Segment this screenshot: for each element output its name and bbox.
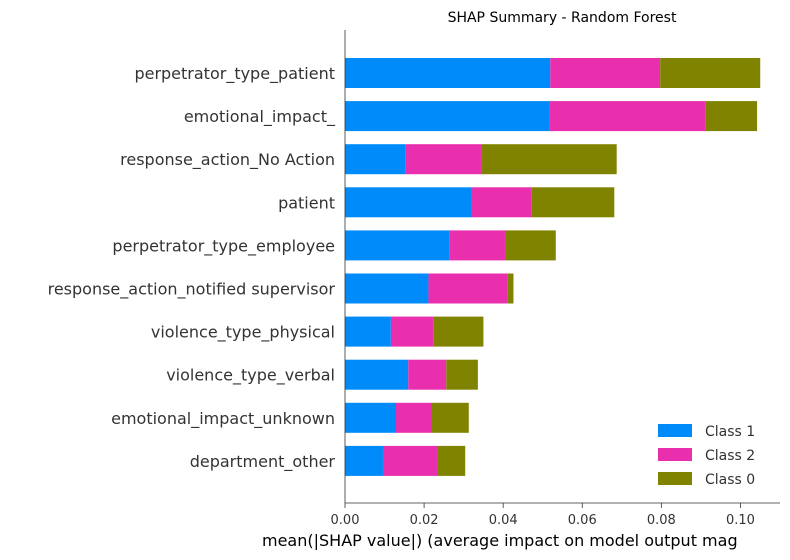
bar-0-9 <box>345 445 383 476</box>
bar-0-8 <box>345 402 397 433</box>
bar-2-0 <box>660 58 761 88</box>
legend-label: Class 1 <box>705 424 755 440</box>
feature-label: response_action_No Action <box>120 150 335 170</box>
bar-2-8 <box>432 402 469 433</box>
bar-0-5 <box>345 273 429 304</box>
bar-2-3 <box>531 187 615 218</box>
x-tick-label: 0.02 <box>410 513 439 528</box>
feature-label: emotional_impact_unknown <box>111 409 335 429</box>
chart-title: SHAP Summary - Random Forest <box>448 10 677 26</box>
legend-label: Class 0 <box>705 472 755 488</box>
bars-layer <box>345 58 761 476</box>
feature-label: response_action_notified supervisor <box>48 280 336 300</box>
bar-1-9 <box>382 445 438 476</box>
feature-label: department_other <box>190 452 336 472</box>
x-tick-label: 0.08 <box>647 513 676 528</box>
legend-swatch <box>658 448 692 461</box>
feature-label: perpetrator_type_employee <box>112 236 335 256</box>
legend-label: Class 2 <box>705 448 755 464</box>
bar-2-1 <box>705 101 758 132</box>
x-tick-label: 0.06 <box>568 513 597 528</box>
feature-label: violence_type_physical <box>151 323 335 343</box>
bar-2-5 <box>507 273 514 304</box>
bar-1-4 <box>449 230 506 261</box>
x-tick-label: 0.00 <box>331 513 360 528</box>
bar-1-3 <box>471 187 532 218</box>
bar-1-8 <box>396 402 432 433</box>
x-axis-label: mean(|SHAP value|) (average impact on mo… <box>262 531 738 550</box>
bar-1-7 <box>408 359 447 390</box>
bar-0-7 <box>345 359 409 390</box>
bar-1-2 <box>405 144 482 175</box>
bar-2-6 <box>433 316 484 347</box>
x-tick-label: 0.10 <box>726 513 755 528</box>
bar-0-0 <box>345 58 551 88</box>
x-tick-label: 0.04 <box>489 513 518 528</box>
legend-swatch <box>658 472 692 485</box>
legend: Class 1 Class 2 Class 0 <box>658 424 755 488</box>
feature-label: violence_type_verbal <box>166 366 335 386</box>
feature-labels: perpetrator_type_patient emotional_impact… <box>48 64 336 472</box>
bar-1-0 <box>550 58 661 88</box>
bar-2-4 <box>505 230 556 261</box>
bar-2-9 <box>437 445 466 476</box>
bar-0-4 <box>345 230 450 261</box>
feature-label: patient <box>278 193 335 212</box>
feature-label: perpetrator_type_patient <box>134 64 335 84</box>
bar-1-5 <box>428 273 508 304</box>
bar-2-7 <box>446 359 478 390</box>
bar-1-6 <box>390 316 434 347</box>
bar-0-2 <box>345 144 406 175</box>
bar-2-2 <box>481 144 617 175</box>
x-axis: 0.00 0.02 0.04 0.06 0.08 0.10 <box>331 30 780 528</box>
bar-0-6 <box>345 316 391 347</box>
legend-swatch <box>658 424 692 437</box>
bar-1-1 <box>549 101 706 132</box>
bar-0-3 <box>345 187 472 218</box>
bar-0-1 <box>345 101 550 132</box>
feature-label: emotional_impact_ <box>184 107 336 127</box>
